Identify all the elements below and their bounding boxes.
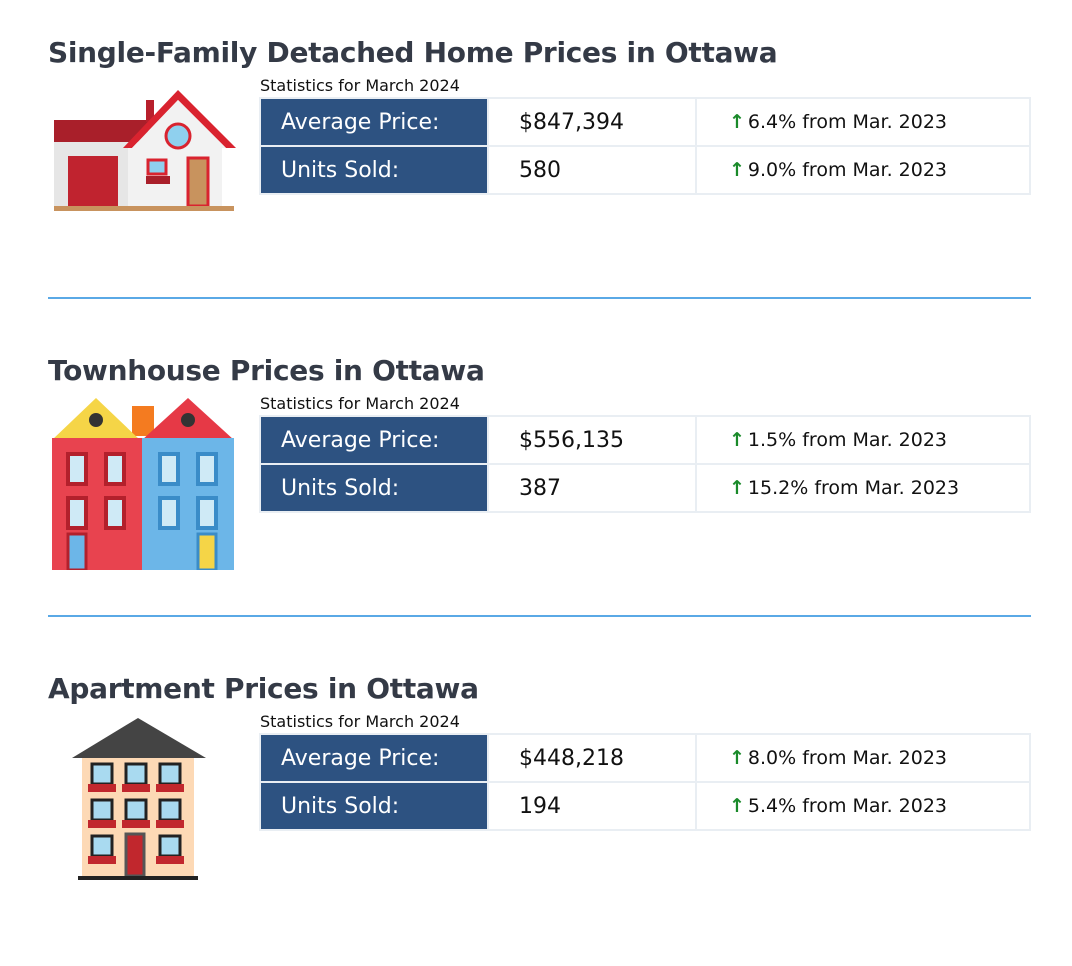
- row-change: ↑ 9.0% from Mar. 2023: [695, 145, 1031, 195]
- row-change: ↑ 5.4% from Mar. 2023: [695, 781, 1031, 831]
- table-row: Average Price: $556,135 ↑ 1.5% from Mar. …: [259, 415, 1031, 465]
- up-arrow-icon: ↑: [729, 111, 745, 133]
- apartment-section: Apartment Prices in Ottawa Statistics fo…: [0, 648, 1072, 966]
- up-arrow-icon: ↑: [729, 747, 745, 769]
- stats-table: Average Price: $448,218 ↑ 8.0% from Mar. …: [259, 733, 1031, 831]
- up-arrow-icon: ↑: [729, 477, 745, 499]
- row-label: Units Sold:: [259, 781, 489, 831]
- change-text: 15.2% from Mar. 2023: [747, 477, 960, 499]
- change-text: 1.5% from Mar. 2023: [747, 429, 948, 451]
- change-text: 5.4% from Mar. 2023: [747, 795, 948, 817]
- townhouse-icon: [52, 398, 234, 570]
- up-arrow-icon: ↑: [729, 429, 745, 451]
- section-title: Townhouse Prices in Ottawa: [48, 354, 485, 387]
- row-change: ↑ 8.0% from Mar. 2023: [695, 733, 1031, 783]
- section-title: Single-Family Detached Home Prices in Ot…: [48, 36, 778, 69]
- page: Single-Family Detached Home Prices in Ot…: [0, 12, 1072, 880]
- section-divider: [48, 615, 1031, 617]
- stats-table: Average Price: $556,135 ↑ 1.5% from Mar. …: [259, 415, 1031, 513]
- row-value: 580: [487, 145, 697, 195]
- row-label: Average Price:: [259, 97, 489, 147]
- up-arrow-icon: ↑: [729, 159, 745, 181]
- table-row: Average Price: $847,394 ↑ 6.4% from Mar. …: [259, 97, 1031, 147]
- change-text: 9.0% from Mar. 2023: [747, 159, 948, 181]
- table-row: Units Sold: 580 ↑ 9.0% from Mar. 2023: [259, 145, 1031, 195]
- townhouse-section: Townhouse Prices in Ottawa Statistics fo…: [0, 330, 1072, 648]
- table-row: Units Sold: 194 ↑ 5.4% from Mar. 2023: [259, 781, 1031, 831]
- table-row: Units Sold: 387 ↑ 15.2% from Mar. 2023: [259, 463, 1031, 513]
- table-row: Average Price: $448,218 ↑ 8.0% from Mar. …: [259, 733, 1031, 783]
- row-change: ↑ 15.2% from Mar. 2023: [695, 463, 1031, 513]
- row-value: $556,135: [487, 415, 697, 465]
- row-value: 194: [487, 781, 697, 831]
- row-change: ↑ 1.5% from Mar. 2023: [695, 415, 1031, 465]
- row-value: 387: [487, 463, 697, 513]
- row-label: Units Sold:: [259, 463, 489, 513]
- row-label: Average Price:: [259, 415, 489, 465]
- change-text: 6.4% from Mar. 2023: [747, 111, 948, 133]
- stats-period-label: Statistics for March 2024: [260, 712, 460, 731]
- row-label: Average Price:: [259, 733, 489, 783]
- section-divider: [48, 297, 1031, 299]
- change-text: 8.0% from Mar. 2023: [747, 747, 948, 769]
- stats-period-label: Statistics for March 2024: [260, 76, 460, 95]
- row-label: Units Sold:: [259, 145, 489, 195]
- section-title: Apartment Prices in Ottawa: [48, 672, 479, 705]
- stats-table: Average Price: $847,394 ↑ 6.4% from Mar. …: [259, 97, 1031, 195]
- detached-section: Single-Family Detached Home Prices in Ot…: [0, 12, 1072, 330]
- row-value: $448,218: [487, 733, 697, 783]
- stats-period-label: Statistics for March 2024: [260, 394, 460, 413]
- row-value: $847,394: [487, 97, 697, 147]
- detached-house-icon: [54, 90, 236, 211]
- up-arrow-icon: ↑: [729, 795, 745, 817]
- row-change: ↑ 6.4% from Mar. 2023: [695, 97, 1031, 147]
- apartment-building-icon: [72, 718, 206, 880]
